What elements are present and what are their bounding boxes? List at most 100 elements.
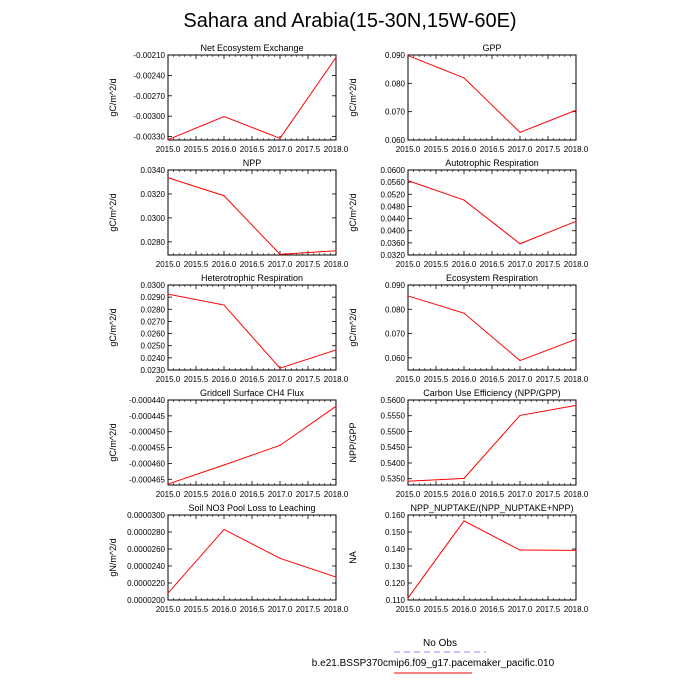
y-tick-label: -0.00270 — [133, 92, 165, 101]
x-tick-label: 2016.5 — [240, 490, 265, 499]
plot-frame — [407, 284, 577, 371]
x-tick-label: 2016.0 — [452, 375, 477, 384]
y-tick-label: 0.5450 — [381, 443, 406, 452]
panel-title: Carbon Use Efficiency (NPP/GPP) — [423, 388, 560, 398]
y-tick-label: 0.0300 — [141, 281, 166, 290]
y-axis-label: gC/m^2/d — [348, 308, 358, 346]
plot-frame — [167, 284, 337, 371]
x-tick-label: 2016.0 — [452, 260, 477, 269]
x-tick-label: 2018.0 — [324, 490, 349, 499]
x-tick-label: 2015.0 — [156, 490, 181, 499]
x-tick-label: 2017.0 — [268, 260, 293, 269]
x-tick-label: 2015.0 — [396, 605, 421, 614]
y-tick-label: 0.060 — [385, 136, 406, 145]
y-tick-label: -0.000455 — [129, 444, 166, 453]
y-tick-label: 0.150 — [385, 528, 406, 537]
y-tick-label: 0.5350 — [381, 475, 406, 484]
x-tick-label: 2018.0 — [564, 375, 589, 384]
plot-frame — [407, 514, 577, 601]
x-tick-label: 2018.0 — [324, 145, 349, 154]
x-tick-label: 2016.0 — [212, 145, 237, 154]
x-tick-label: 2018.0 — [564, 490, 589, 499]
x-tick-label: 2016.5 — [240, 260, 265, 269]
series-line — [167, 293, 337, 369]
x-tick-label: 2015.0 — [396, 375, 421, 384]
y-tick-label: 0.5400 — [381, 459, 406, 468]
series-line — [167, 528, 337, 594]
x-tick-label: 2017.0 — [508, 260, 533, 269]
x-tick-label: 2018.0 — [324, 605, 349, 614]
series-line — [167, 405, 337, 485]
y-tick-label: 0.0340 — [141, 166, 166, 175]
data-point — [279, 137, 281, 139]
y-tick-label: 0.0520 — [381, 190, 406, 199]
y-tick-label: 0.080 — [385, 79, 406, 88]
series-line — [407, 404, 577, 482]
data-point — [407, 480, 409, 482]
panel-title: NPP_NUPTAKE/(NPP_NUPTAKE+NPP) — [411, 503, 574, 513]
y-tick-label: 0.0290 — [141, 293, 166, 302]
y-tick-label: 0.090 — [385, 281, 406, 290]
data-point — [335, 56, 337, 58]
y-tick-label: 0.0480 — [381, 202, 406, 211]
y-tick-label: 0.0600 — [381, 166, 406, 175]
y-tick-label: -0.00330 — [133, 133, 165, 142]
y-tick-label: 0.0240 — [141, 354, 166, 363]
y-tick-label: 0.0400 — [381, 227, 406, 236]
y-tick-label: 0.120 — [385, 579, 406, 588]
x-tick-label: 2015.0 — [156, 375, 181, 384]
x-tick-label: 2016.5 — [240, 145, 265, 154]
y-axis-label: gC/m^2/d — [108, 308, 118, 346]
y-tick-label: 0.0320 — [381, 251, 406, 260]
y-tick-label: 0.0000280 — [127, 528, 165, 537]
x-tick-label: 2016.5 — [480, 375, 505, 384]
series-line — [407, 295, 577, 362]
y-tick-label: -0.000450 — [129, 428, 166, 437]
x-tick-label: 2015.5 — [184, 490, 209, 499]
x-tick-label: 2017.5 — [536, 375, 561, 384]
y-tick-label: 0.5550 — [381, 412, 406, 421]
panel-title: Heterotrophic Respiration — [201, 273, 303, 283]
x-tick-label: 2016.5 — [480, 260, 505, 269]
x-tick-label: 2018.0 — [324, 260, 349, 269]
x-tick-label: 2015.5 — [424, 375, 449, 384]
data-point — [575, 338, 577, 340]
x-tick-label: 2018.0 — [564, 145, 589, 154]
figure-title: Sahara and Arabia(15-30N,15W-60E) — [183, 10, 517, 32]
series-line — [167, 57, 337, 141]
panel-ecosystem-respiration: Ecosystem Respiration gC/m^2/d 2015.0 2015.… — [348, 273, 589, 384]
y-axis-label: NA — [348, 551, 358, 564]
y-tick-label: -0.00240 — [133, 71, 165, 80]
x-tick-label: 2017.0 — [508, 145, 533, 154]
y-axis-label: gC/m^2/d — [108, 78, 118, 116]
x-tick-label: 2016.0 — [212, 605, 237, 614]
x-tick-label: 2015.0 — [156, 145, 181, 154]
data-point — [279, 444, 281, 446]
data-point — [575, 109, 577, 111]
y-tick-label: -0.000460 — [129, 459, 166, 468]
x-tick-label: 2016.0 — [452, 605, 477, 614]
x-tick-label: 2016.5 — [480, 605, 505, 614]
y-tick-label: -0.000465 — [129, 475, 166, 484]
data-point — [407, 54, 409, 57]
y-tick-label: 0.5600 — [381, 396, 406, 405]
data-point — [223, 464, 225, 466]
y-tick-label: 0.0440 — [381, 215, 406, 224]
y-axis-label: gC/m^2/d — [108, 423, 118, 461]
x-tick-label: 2015.5 — [184, 260, 209, 269]
y-tick-label: 0.090 — [385, 51, 406, 60]
x-tick-label: 2016.5 — [240, 605, 265, 614]
x-tick-label: 2015.5 — [424, 605, 449, 614]
y-tick-label: 0.5500 — [381, 427, 406, 436]
x-tick-label: 2016.0 — [452, 145, 477, 154]
y-tick-label: 0.0360 — [381, 239, 406, 248]
series-line — [407, 55, 577, 133]
x-tick-label: 2018.0 — [564, 605, 589, 614]
x-tick-label: 2015.0 — [396, 145, 421, 154]
data-point — [167, 592, 169, 594]
